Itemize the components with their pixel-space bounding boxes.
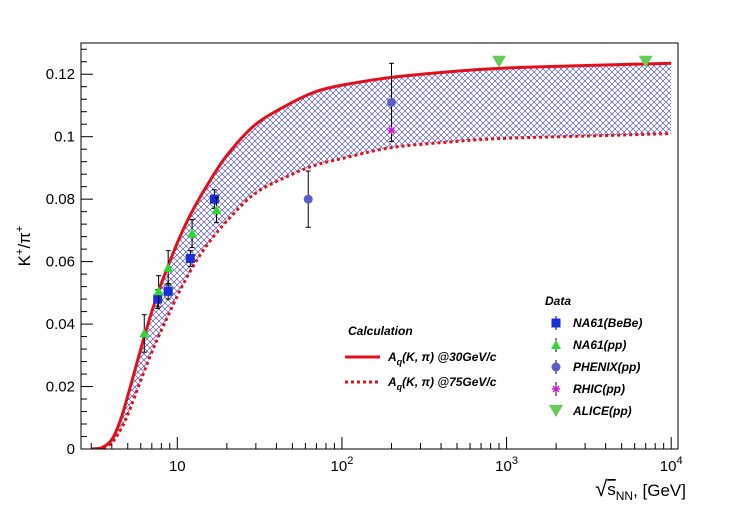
data-point [492,55,507,68]
y-tick-label: 0 [67,441,75,458]
triangle-down-marker-icon [549,405,563,417]
x-axis-title: √sNN, [GeV] [595,476,686,503]
data-point [187,228,198,238]
legend-label-alice-pp: ALICE(pp) [572,404,632,418]
data-point [386,97,396,107]
y-tick-label: 0.12 [46,66,75,83]
data-point [153,286,164,296]
data-point [185,253,195,263]
legend-data: Data NA61(BeBe) NA61(pp) PHENIX(pp) RHIC… [545,294,642,418]
square-marker-icon [551,318,561,328]
points-layer [139,55,653,353]
circle-marker-icon [551,362,561,372]
data-point [303,194,313,204]
data-point [387,126,396,135]
data-point [153,294,163,304]
series-na61-pp [139,197,222,353]
y-tick-label: 0.08 [46,191,75,208]
series-rhic-pp [387,126,396,135]
y-tick-label: 0.02 [46,379,75,396]
legend-calc-label-75: Aq(K, π) @75GeV/c [387,375,497,392]
series-na61-bebe [153,189,219,309]
legend-label-rhic-pp: RHIC(pp) [573,382,625,396]
band-layer [91,63,672,449]
plot-frame [80,42,679,450]
x-tick-label: 10 [169,458,186,475]
legend-calculation: Calculation Aq(K, π) @30GeV/c Aq(K, π) @… [345,324,497,392]
series-alice-pp [492,55,653,68]
triangle-marker-icon [551,340,561,349]
legend-entry-na61-bebe: NA61(BeBe) [551,316,642,330]
x-tick-label: 102 [331,455,354,475]
data-point [209,194,219,204]
data-point [211,205,222,215]
legend-entry-rhic-pp: RHIC(pp) [552,382,625,396]
hatched-band [91,63,672,449]
legend-label-na61-pp: NA61(pp) [573,338,626,352]
y-axis-title: K+/π+ [14,226,34,267]
legend-calc-label-30: Aq(K, π) @30GeV/c [387,350,497,367]
legend-data-title: Data [545,294,571,308]
curve-30gev [91,61,672,449]
legend-label-na61-bebe: NA61(BeBe) [573,316,642,330]
legend-label-phenix-pp: PHENIX(pp) [573,360,640,374]
y-tick-label: 0.1 [54,129,75,146]
data-point [638,55,653,68]
data-point [139,328,150,338]
legend-entry-na61-pp: NA61(pp) [551,338,626,352]
y-tick-label: 0.06 [46,254,75,271]
curves-layer [91,61,672,449]
x-tick-label: 104 [660,455,683,475]
legend-entry-phenix-pp: PHENIX(pp) [551,360,640,374]
curve-75gev [91,132,672,449]
star-marker-icon [552,385,560,393]
axes-layer: 0 0.02 0.04 0.06 0.08 0.1 0.12 10 102 103 104 [46,48,683,475]
legend-entry-alice-pp: ALICE(pp) [549,404,632,418]
data-point [163,286,173,296]
x-tick-label: 103 [495,455,518,475]
y-tick-label: 0.04 [46,316,75,333]
legend-calc-title: Calculation [348,324,413,338]
data-point [163,262,174,272]
